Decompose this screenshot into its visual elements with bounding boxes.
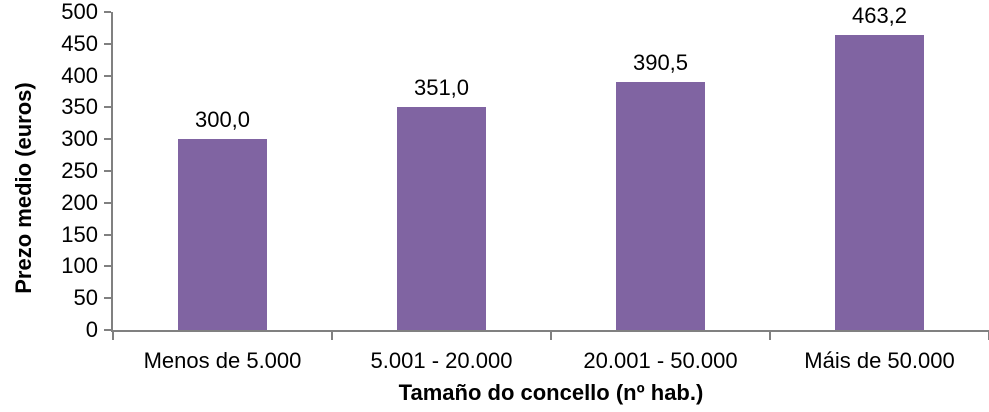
bar-value-label: 300,0 [194, 107, 251, 133]
x-axis-tick [331, 332, 333, 340]
y-tick-label: 0 [85, 317, 98, 342]
x-axis-tick [112, 332, 114, 340]
bar [397, 106, 486, 330]
y-tick-label: 50 [73, 285, 98, 311]
y-tick-label: 200 [61, 189, 98, 215]
plot-area: 0 50 100 150 200 250 300 350 400 450 500 300,0 Menos… [61, 0, 989, 373]
bar [616, 81, 705, 330]
y-axis-tick [104, 329, 111, 331]
y-tick-label: 250 [61, 158, 98, 183]
category-label: 20.001 - 50.000 [583, 348, 738, 373]
y-tick-label: 500 [61, 0, 98, 24]
y-axis-tick [104, 233, 111, 236]
y-axis-tick [104, 106, 111, 109]
category-label: Máis de 50.000 [804, 348, 955, 373]
y-tick-label: 350 [61, 94, 98, 120]
bar [178, 139, 267, 330]
y-axis-tick [104, 265, 111, 268]
bar-value-label: 351,0 [413, 74, 470, 100]
y-axis-tick [104, 11, 111, 13]
category-label: Menos de 5.000 [143, 348, 302, 373]
y-axis-tick [104, 170, 111, 172]
y-tick-label: 400 [61, 62, 98, 88]
y-axis-tick [104, 201, 111, 204]
x-axis-tick [769, 332, 771, 340]
bar-value-label: 463,2 [851, 3, 908, 29]
y-tick-label: 300 [61, 126, 98, 152]
y-axis-tick [104, 74, 111, 77]
y-tick-label: 100 [61, 253, 98, 279]
y-tick-label: 150 [61, 221, 98, 247]
y-tick-label: 450 [61, 30, 98, 56]
y-axis-tick [104, 297, 111, 300]
y-axis-tick [104, 42, 111, 45]
x-axis-title: Tamaño do concello (nº hab.) [398, 380, 704, 405]
category-label: 5.001 - 20.000 [370, 348, 513, 373]
bar [835, 35, 924, 330]
y-axis-tick [104, 138, 111, 141]
x-axis-tick [550, 332, 552, 340]
bar-value-label: 390,5 [632, 49, 689, 75]
